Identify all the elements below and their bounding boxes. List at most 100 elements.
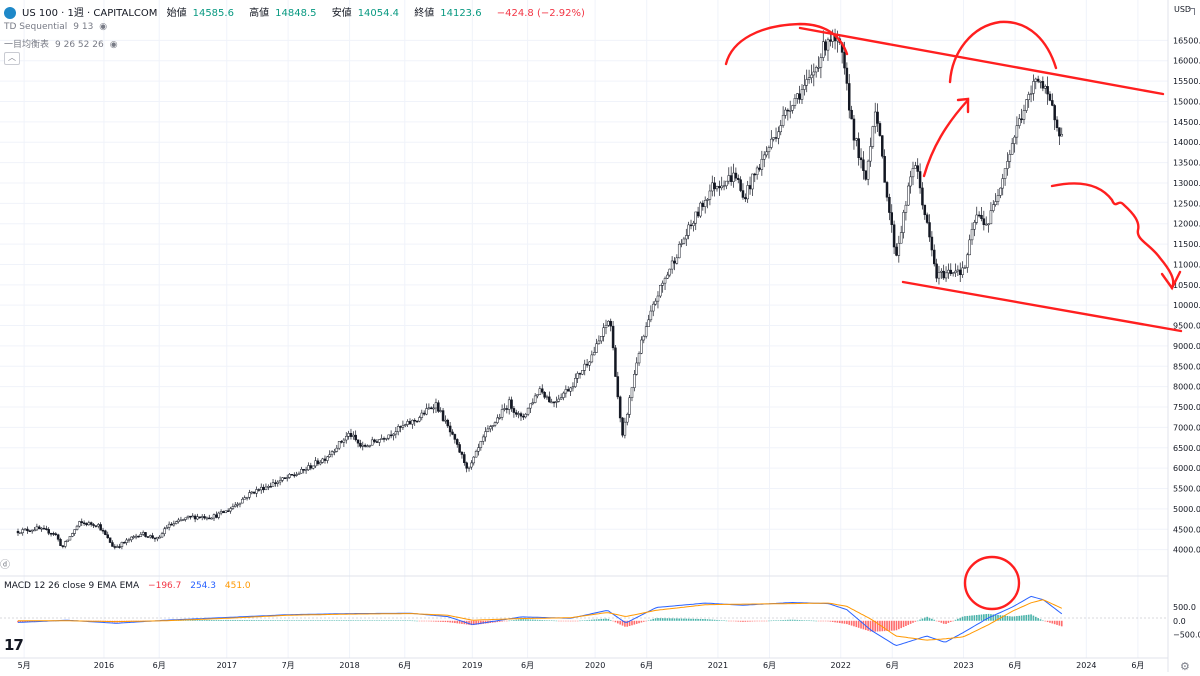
macd-circle[interactable]	[963, 555, 1021, 611]
candle-body	[1018, 118, 1021, 126]
macd-hist-bar	[267, 620, 270, 621]
settings-gear-icon[interactable]: ⚙	[1180, 660, 1190, 673]
drawing-annotations[interactable]	[724, 20, 1183, 611]
tradingview-logo-icon[interactable]: 17	[4, 636, 24, 654]
candle-body	[739, 179, 742, 191]
candle-body	[604, 324, 608, 328]
macd-hist-bar	[1042, 620, 1044, 622]
macd-hist-bar	[534, 619, 536, 621]
indicator-td-sequential[interactable]: TD Sequential 9 13 ◉	[4, 22, 113, 32]
candle-body	[788, 110, 792, 112]
macd-hist-bar	[829, 620, 832, 622]
macd-hist-bar	[284, 620, 286, 621]
ohlc-change: −424.8 (−2.92%)	[496, 8, 585, 19]
macd-hist-bar	[395, 620, 397, 621]
price-tick-label: 16500.0	[1173, 36, 1200, 45]
candle-body	[966, 254, 969, 268]
candle-body	[935, 263, 938, 279]
candle-body	[399, 426, 402, 428]
macd-hist-bar	[598, 619, 600, 621]
macd-hist-bar	[390, 620, 392, 621]
arc-2023-top[interactable]	[948, 20, 1058, 84]
candle-body	[637, 353, 641, 364]
symbol-legend[interactable]: US 100 · 1週 · CAPITALCOM 始値 14585.6 高値 148…	[4, 4, 591, 19]
macd-hist-bar	[867, 620, 869, 631]
macd-hist-bar	[624, 620, 626, 627]
currency-label[interactable]: USD	[1174, 5, 1192, 14]
macd-hist-bar	[676, 618, 678, 621]
visibility-icon[interactable]: ◉	[99, 22, 108, 32]
macd-hist-bar	[857, 620, 860, 628]
candle-body	[344, 436, 348, 441]
lower-trendline[interactable]	[901, 280, 1183, 333]
candle-body	[831, 34, 834, 42]
macd-hist-bar	[671, 618, 673, 621]
arrow-down-head[interactable]	[1160, 270, 1182, 291]
expand-icon[interactable]	[1188, 8, 1195, 15]
macd-hist-bar	[229, 619, 232, 621]
price-tick-label: 10500.0	[1173, 281, 1200, 290]
macd-hist-bar	[817, 620, 820, 622]
candle-body	[406, 421, 409, 425]
macd-hist-bar	[744, 620, 747, 622]
macd-axis[interactable]: −500.0 0.0 500.0	[1173, 603, 1200, 640]
macd-hist-bar	[612, 620, 614, 622]
arrow-down-path[interactable]	[1050, 182, 1175, 290]
candle-body	[1020, 118, 1023, 121]
candle-body	[715, 186, 719, 190]
candle-body	[552, 401, 556, 404]
candle-body	[111, 542, 114, 547]
arc-2022-top[interactable]	[724, 22, 849, 66]
macd-hist-bar	[583, 620, 586, 621]
macd-hist-bar	[508, 620, 510, 622]
candle-body	[92, 524, 95, 526]
macd-hist-bar	[352, 620, 355, 621]
candle-body	[200, 516, 204, 518]
candle-body	[335, 447, 339, 452]
macd-hist-bar	[909, 620, 912, 624]
indicator-ichimoku[interactable]: 一目均衡表 9 26 52 26 ◉	[4, 37, 124, 50]
candle-body	[826, 39, 830, 51]
candle-body	[78, 521, 81, 527]
macd-hist-bar	[992, 614, 995, 621]
macd-hist-bar	[626, 620, 629, 627]
price-tick-label: 5000.0	[1173, 505, 1200, 514]
price-tick-label: 13000.0	[1173, 179, 1200, 188]
upper-trendline[interactable]	[798, 26, 1165, 96]
side-marker-icon[interactable]: ⓓ	[0, 560, 10, 571]
collapse-legend-button[interactable]: ︿	[4, 52, 20, 65]
candle-body	[274, 482, 277, 484]
candle-body	[614, 347, 617, 377]
macd-hist-bar	[317, 620, 319, 621]
candle-body	[326, 456, 329, 461]
candle-body	[269, 486, 272, 488]
arrow-up-shaft[interactable]	[922, 98, 970, 178]
macd-hist-bar	[820, 620, 822, 622]
candle-body	[774, 137, 778, 139]
macd-hist-bar	[314, 620, 317, 621]
macd-hist-bar	[350, 620, 352, 621]
price-axis[interactable]: 4000.0 4500.0 5000.0 5500.0 6000.0 6500.0 7000…	[1173, 36, 1200, 554]
macd-hist-bar	[361, 620, 364, 621]
macd-hist-bar	[994, 614, 997, 621]
candle-body	[869, 146, 872, 162]
macd-hist-bar	[250, 620, 253, 621]
candle-body	[148, 535, 152, 538]
arrow-up-head[interactable]	[956, 97, 970, 114]
macd-legend[interactable]: MACD 12 26 close 9 EMA EMA −196.7 254.3 …	[4, 581, 257, 591]
macd-hist-bar	[739, 620, 742, 622]
time-axis[interactable]: 5月 2016 6月 2017 7月 2018 6月 2019 6月 2020 6月 2021 6月 20…	[18, 661, 1145, 670]
candle-body	[167, 523, 171, 528]
candle-body	[389, 434, 393, 437]
candle-body	[581, 370, 584, 375]
candle-body	[526, 407, 530, 415]
price-tick-label: 14500.0	[1173, 118, 1200, 127]
candle-body	[139, 534, 143, 537]
macd-hist-bar	[716, 619, 718, 621]
visibility-icon[interactable]: ◉	[109, 40, 118, 50]
symbol-title[interactable]: US 100 · 1週 · CAPITALCOM	[22, 8, 158, 19]
macd-hist-bar	[983, 614, 985, 621]
macd-hist-bar	[765, 620, 768, 622]
